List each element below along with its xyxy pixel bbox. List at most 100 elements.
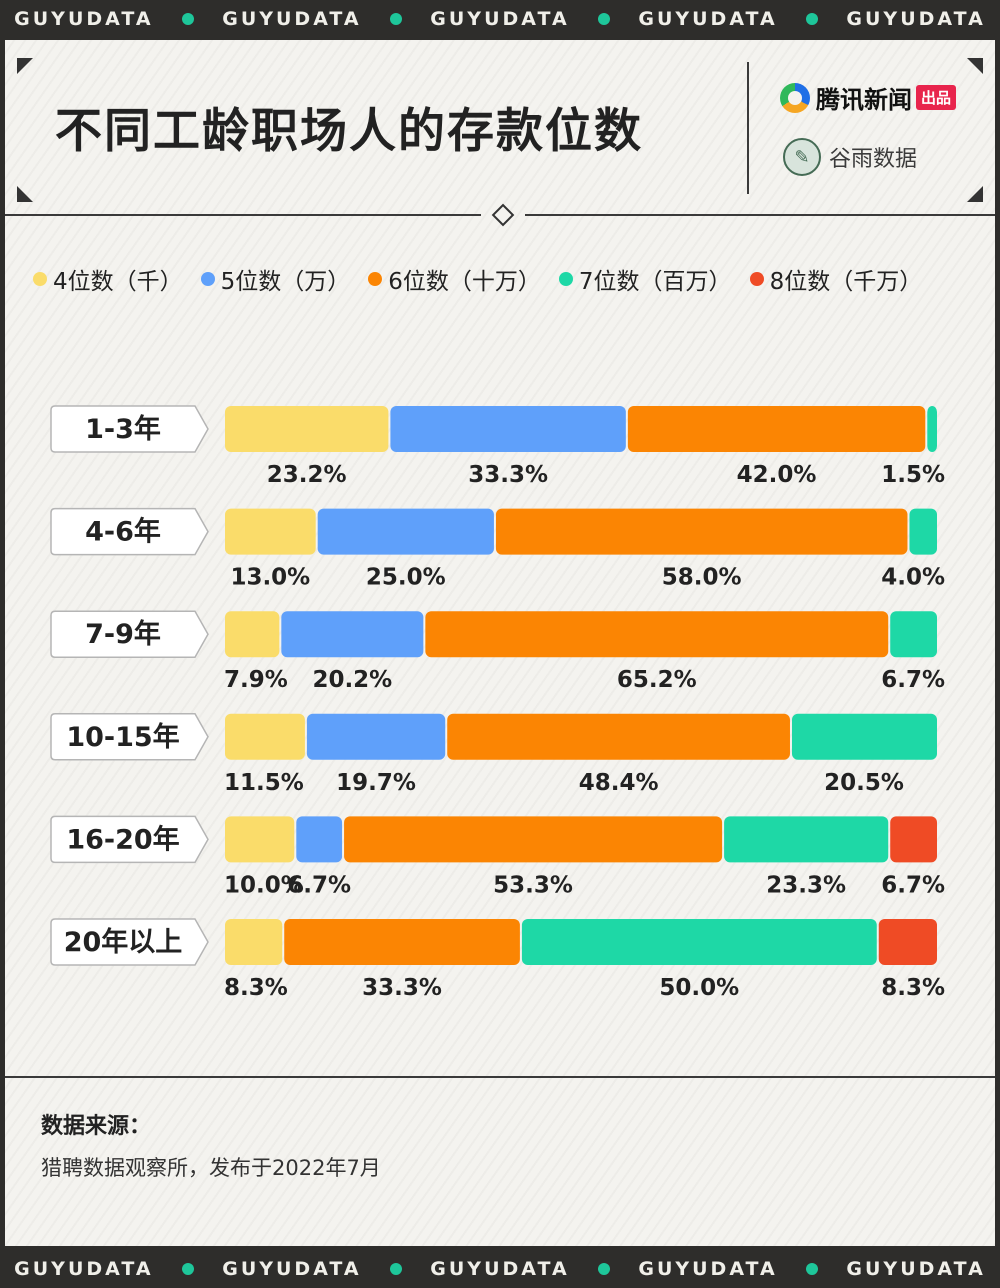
legend-item: 4位数（千） <box>33 262 183 296</box>
legend-swatch <box>749 272 764 286</box>
corner-mark-icon <box>967 58 983 74</box>
data-label: 53.3% <box>493 872 573 898</box>
data-label: 58.0% <box>662 565 742 591</box>
data-label: 23.3% <box>766 872 846 898</box>
category-label: 20年以上 <box>64 926 183 958</box>
data-label: 20.5% <box>824 770 904 796</box>
category-tag <box>50 507 209 556</box>
legend-label: 6位数（十万） <box>388 269 541 295</box>
legend-label: 7位数（百万） <box>578 269 732 295</box>
corner-mark-icon <box>17 58 33 74</box>
bar-segment <box>284 919 520 965</box>
category-tag <box>50 610 209 658</box>
data-label: 20.2% <box>312 667 392 693</box>
strip-dot-icon <box>389 13 402 25</box>
category-label: 16-20年 <box>66 823 179 855</box>
strip-dot-icon <box>806 13 819 25</box>
bar-segment <box>791 713 937 760</box>
top-brand-strip: GUYUDATA GUYUDATA GUYUDATA GUYUDATA GUYU… <box>0 0 1000 38</box>
corner-mark-icon <box>17 186 33 202</box>
chart-legend: 4位数（千） 5位数（万） 6位数（十万） 7位数（百万） 8位数（千万） <box>33 262 993 296</box>
strip-text: GUYUDATA <box>14 8 154 30</box>
brand-tag: 出品 <box>916 85 957 110</box>
legend-label: 8位数（千万） <box>769 269 923 295</box>
bar-segment <box>317 508 494 555</box>
brand-primary-logo: 腾讯新闻 出品 <box>780 80 957 115</box>
source-label: 数据来源： <box>41 1114 152 1139</box>
bar-segment <box>890 611 937 658</box>
strip-text: GUYUDATA <box>638 8 778 30</box>
strip-text: GUYUDATA <box>14 1258 154 1280</box>
bar-segment <box>521 919 877 965</box>
strip-text: GUYUDATA <box>846 8 986 30</box>
data-label: 48.4% <box>579 770 659 796</box>
infographic-card: 不同工龄职场人的存款位数 腾讯新闻 出品 ✎ 谷雨数据 4位数（千） 5位数（万… <box>5 40 995 1246</box>
category-tag <box>50 918 209 966</box>
legend-item: 8位数（千万） <box>749 262 923 296</box>
bar-segment <box>344 816 723 863</box>
data-label: 33.3% <box>468 462 548 488</box>
legend-label: 5位数（万） <box>220 269 351 295</box>
bar-segment <box>909 508 937 555</box>
header-rule <box>525 214 995 216</box>
tencent-news-icon <box>780 82 810 113</box>
data-label: 7.9% <box>224 667 288 693</box>
corner-mark-icon <box>967 186 983 202</box>
legend-item: 7位数（百万） <box>558 262 732 296</box>
bar-segment <box>495 508 908 555</box>
strip-text: GUYUDATA <box>222 8 362 30</box>
bar-segment <box>627 406 926 452</box>
bar-segment <box>225 919 283 965</box>
bar-segment <box>225 508 316 555</box>
legend-item: 5位数（万） <box>200 262 351 296</box>
bar-segment <box>225 816 295 863</box>
data-label: 19.7% <box>336 770 416 796</box>
footer-rule <box>5 1076 995 1078</box>
bar-segment <box>425 611 889 658</box>
data-label: 25.0% <box>366 565 446 591</box>
data-label: 6.7% <box>881 872 945 898</box>
data-label: 11.5% <box>224 770 304 796</box>
data-label: 4.0% <box>881 565 945 591</box>
strip-text: GUYUDATA <box>846 1258 986 1280</box>
data-label: 6.7% <box>881 667 945 693</box>
brand-primary-name: 腾讯新闻 <box>816 86 912 114</box>
category-tag <box>50 713 209 761</box>
bar-segment <box>225 611 280 658</box>
data-label: 23.2% <box>267 462 347 488</box>
bottom-brand-strip: GUYUDATA GUYUDATA GUYUDATA GUYUDATA GUYU… <box>0 1250 1000 1288</box>
strip-dot-icon <box>806 1263 819 1275</box>
category-tag <box>50 815 209 864</box>
bar-segment <box>281 611 424 658</box>
strip-dot-icon <box>598 1263 611 1275</box>
category-label: 1-3年 <box>85 413 161 445</box>
source-text: 猎聘数据观察所，发布于2022年7月 <box>41 1156 381 1180</box>
bar-segment <box>306 713 446 760</box>
data-label: 8.3% <box>881 975 945 1001</box>
bar-segment <box>447 713 790 760</box>
bar-segment <box>878 919 937 965</box>
chart-title: 不同工龄职场人的存款位数 <box>55 104 643 159</box>
header-rule <box>5 214 481 216</box>
legend-swatch <box>368 272 383 286</box>
legend-swatch <box>558 272 573 286</box>
strip-dot-icon <box>389 1263 402 1275</box>
legend-label: 4位数（千） <box>53 269 183 295</box>
data-label: 33.3% <box>362 975 442 1001</box>
legend-item: 6位数（十万） <box>368 262 541 296</box>
data-label: 1.5% <box>881 462 945 488</box>
header-divider <box>747 62 749 194</box>
category-label: 10-15年 <box>66 721 179 753</box>
strip-text: GUYUDATA <box>430 1258 570 1280</box>
bar-segment <box>724 816 889 863</box>
data-label: 13.0% <box>230 565 310 591</box>
strip-dot-icon <box>181 13 194 25</box>
bar-segment <box>296 816 343 863</box>
data-label: 6.7% <box>287 872 351 898</box>
strip-text: GUYUDATA <box>638 1258 778 1280</box>
bird-icon: ✎ <box>783 138 821 176</box>
bar-segment <box>225 406 389 452</box>
legend-swatch <box>33 272 47 286</box>
category-label: 4-6年 <box>85 516 161 548</box>
brand-secondary-name: 谷雨数据 <box>829 147 918 172</box>
